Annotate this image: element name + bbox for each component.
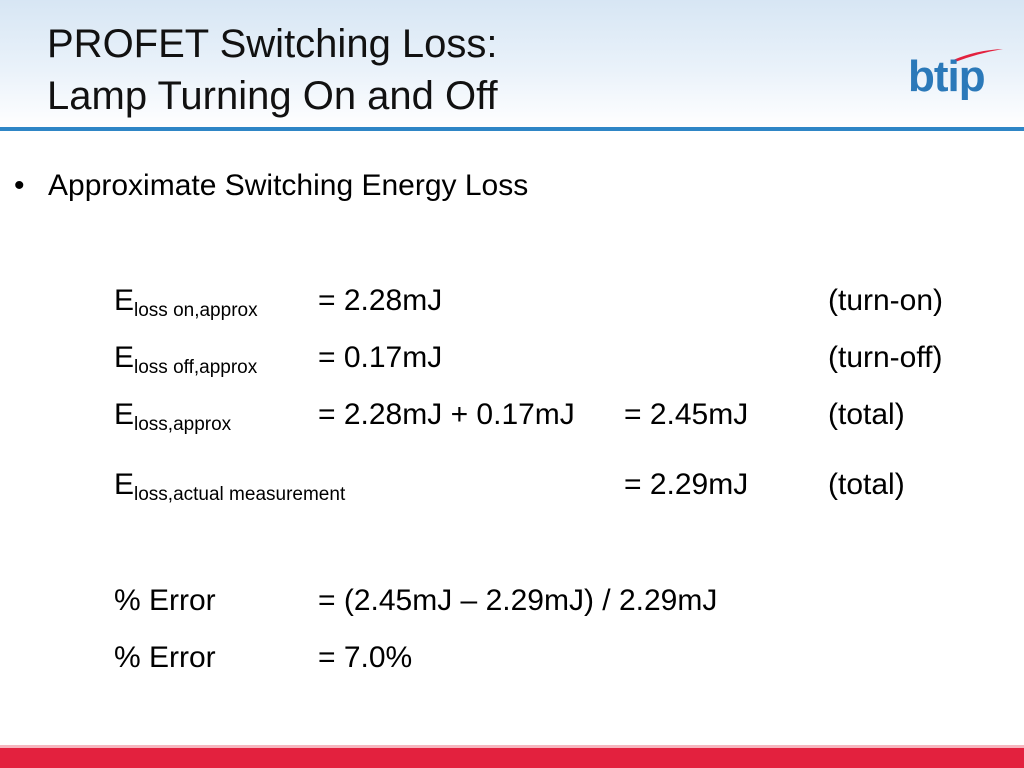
equation-symbol: Eloss on,approx <box>114 284 258 321</box>
logo-swoosh-icon <box>953 49 1003 62</box>
equation-result: = 2.45mJ <box>624 398 749 431</box>
equation-symbol: Eloss,approx <box>114 398 232 435</box>
title-line-1: PROFET Switching Loss: <box>47 22 498 66</box>
error-expression: = 7.0% <box>318 641 413 674</box>
bullet-item: • Approximate Switching Energy Loss <box>14 167 528 205</box>
equation-symbol: Eloss,actual measurement <box>114 468 346 505</box>
equation-expression: = 2.28mJ <box>318 284 443 317</box>
footer-bar <box>0 745 1024 768</box>
bullet-text: Approximate Switching Energy Loss <box>48 169 529 202</box>
logo-text: btip <box>908 52 986 101</box>
error-label: % Error <box>114 584 216 617</box>
equation-subscript: loss,approx <box>134 414 232 435</box>
equation-subscript: loss off,approx <box>134 357 258 378</box>
equation-symbol: Eloss off,approx <box>114 341 258 378</box>
error-expression: = (2.45mJ – 2.29mJ) / 2.29mJ <box>318 584 718 617</box>
header-divider <box>0 127 1024 131</box>
btip-logo: btip <box>905 46 1005 106</box>
bullet-icon: • <box>14 169 25 202</box>
equation-note: (total) <box>828 468 905 501</box>
equation-subscript: loss,actual measurement <box>134 484 346 505</box>
slide-title: PROFET Switching Loss: Lamp Turning On a… <box>47 18 498 122</box>
equation-expression: = 2.28mJ + 0.17mJ <box>318 398 575 431</box>
equation-note: (total) <box>828 398 905 431</box>
equation-subscript: loss on,approx <box>134 300 258 321</box>
error-label: % Error <box>114 641 216 674</box>
equation-note: (turn-on) <box>828 284 944 317</box>
title-line-2: Lamp Turning On and Off <box>47 74 498 118</box>
slide-header <box>0 0 1024 128</box>
equation-expression: = 0.17mJ <box>318 341 443 374</box>
equation-result: = 2.29mJ <box>624 468 749 501</box>
equation-note: (turn-off) <box>828 341 943 374</box>
